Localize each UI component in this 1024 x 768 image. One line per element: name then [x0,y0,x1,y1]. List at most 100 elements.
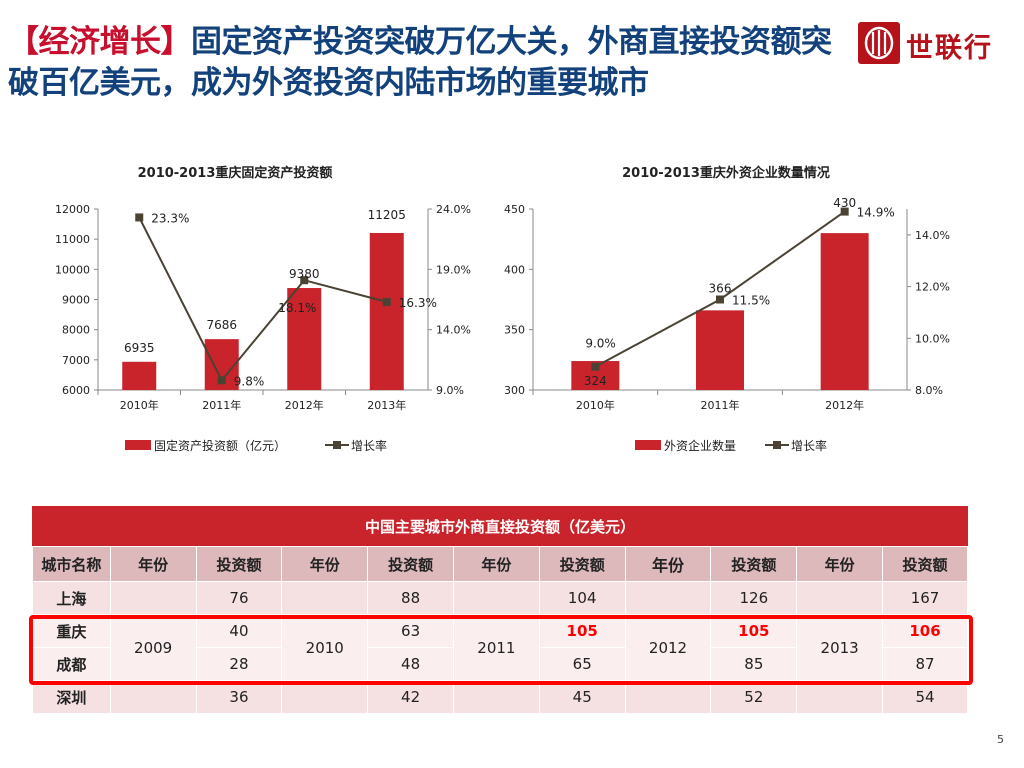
x-tick-label: 2011年 [202,398,241,412]
amount-cell: 63 [367,614,454,648]
line-data-label: 16.3% [399,296,437,310]
amount-cell-highlight: 106 [882,614,968,648]
legend-bar-swatch [125,440,151,450]
bar [287,288,322,390]
line-data-label: 9.0% [585,337,616,351]
header-amount: 投资额 [882,546,968,582]
header-year: 年份 [624,546,712,582]
amount-cell-highlight: 105 [710,614,798,648]
line-data-label: 11.5% [732,294,770,308]
chart-title: 2010-2013重庆固定资产投资额 [138,165,333,181]
header-year: 年份 [109,546,197,582]
company-logo: 世联行 [858,22,1008,66]
amount-cell: 52 [710,680,798,714]
header-year: 年份 [452,546,540,582]
year-cell [281,680,369,714]
year-cell [796,680,884,714]
y2-tick-label: 9.0% [436,384,464,397]
y-tick-label: 400 [504,263,525,276]
header-amount: 投资额 [710,546,798,582]
year-cell: 2010 [281,614,369,681]
y-tick-label: 7000 [62,354,90,367]
table-row: 重庆 2009 40 2010 63 2011 105 2012 105 201… [32,614,968,681]
amount-cell: 104 [538,581,626,615]
header-amount: 投资额 [538,546,626,582]
city-cell: 成都 [32,647,111,681]
chart-title: 2010-2013重庆外资企业数量情况 [622,165,830,181]
bar-data-label: 6935 [124,341,155,355]
title-tag: 【经济增长】 [8,24,192,60]
bar [820,233,869,390]
legend-bar-label: 外资企业数量 [664,438,736,453]
amount-cell: 65 [538,647,626,681]
bar-data-label: 9380 [289,267,320,281]
line-data-label: 23.3% [151,211,189,225]
bar-data-label: 11205 [368,208,406,222]
line-marker [382,297,391,306]
table-row: 深圳 36 42 45 52 54 [32,680,968,714]
city-cell: 深圳 [32,680,111,714]
y2-tick-label: 14.0% [436,324,471,337]
y2-tick-label: 10.0% [915,332,950,345]
amount-cell: 87 [882,647,968,681]
year-cell: 2012 [624,614,712,681]
year-cell [452,680,540,714]
amount-cell: 40 [195,614,283,648]
amount-cell: 54 [882,680,968,714]
y-tick-label: 350 [504,324,525,337]
year-cell [796,581,884,615]
year-cell [109,680,197,714]
amount-cell: 85 [710,647,798,681]
y2-tick-label: 19.0% [436,263,471,276]
amount-cell: 36 [195,680,283,714]
line-marker [840,207,849,216]
table-row: 上海 76 88 104 126 167 [32,581,968,615]
line-data-label: 14.9% [857,206,895,220]
year-cell: 2009 [109,614,197,681]
amount-cell: 42 [367,680,454,714]
y2-tick-label: 14.0% [915,229,950,242]
y-tick-label: 6000 [62,384,90,397]
title-text: 固定资产投资突破万亿大关，外商直接投资额突破百亿美元，成为外资投资内陆市场的重要… [8,24,832,101]
chart-fixed-asset-investment: 2010-2013重庆固定资产投资额 6000 7000 8000 9000 10000 1… [30,150,490,470]
x-tick-label: 2011年 [701,398,740,412]
y-tick-label: 8000 [62,324,90,337]
y-tick-label: 9000 [62,294,90,307]
city-cell: 上海 [32,581,111,615]
legend-line-label: 增长率 [791,438,827,453]
y2-tick-label: 24.0% [436,203,471,216]
header-city: 城市名称 [32,546,111,582]
legend-line-marker [333,441,341,449]
page-title: 【经济增长】固定资产投资突破万亿大关，外商直接投资额突破百亿美元，成为外资投资内… [8,22,848,104]
table-title: 中国主要城市外商直接投资额（亿美元） [32,506,968,546]
logo-text: 世联行 [906,33,993,64]
amount-cell: 167 [882,581,968,615]
y-tick-label: 12000 [55,203,90,216]
x-tick-label: 2012年 [285,398,324,412]
line-marker [300,276,309,285]
amount-cell-highlight: 105 [538,614,626,648]
line-data-label: 18.1% [278,301,316,315]
chart-foreign-enterprises-svg: 2010-2013重庆外资企业数量情况 300 350 400 450 8.0% 10.0%… [504,165,950,453]
y2-tick-label: 12.0% [915,281,950,294]
bar-data-label: 7686 [206,318,237,332]
year-cell: 2013 [796,614,884,681]
header-year: 年份 [796,546,884,582]
year-cell [624,680,712,714]
y-tick-label: 450 [504,203,525,216]
line-marker [135,213,144,222]
page-number: 5 [997,733,1004,746]
bar [369,232,404,390]
year-cell [109,581,197,615]
x-tick-label: 2010年 [576,398,615,412]
y2-tick-label: 8.0% [915,384,943,397]
header-year: 年份 [281,546,369,582]
bar [122,361,157,390]
amount-cell: 28 [195,647,283,681]
logo-mark-icon [858,22,900,64]
year-cell [452,581,540,615]
y-tick-label: 11000 [55,233,90,246]
bar-data-label: 366 [709,281,732,295]
amount-cell: 45 [538,680,626,714]
y-tick-label: 10000 [55,263,90,276]
